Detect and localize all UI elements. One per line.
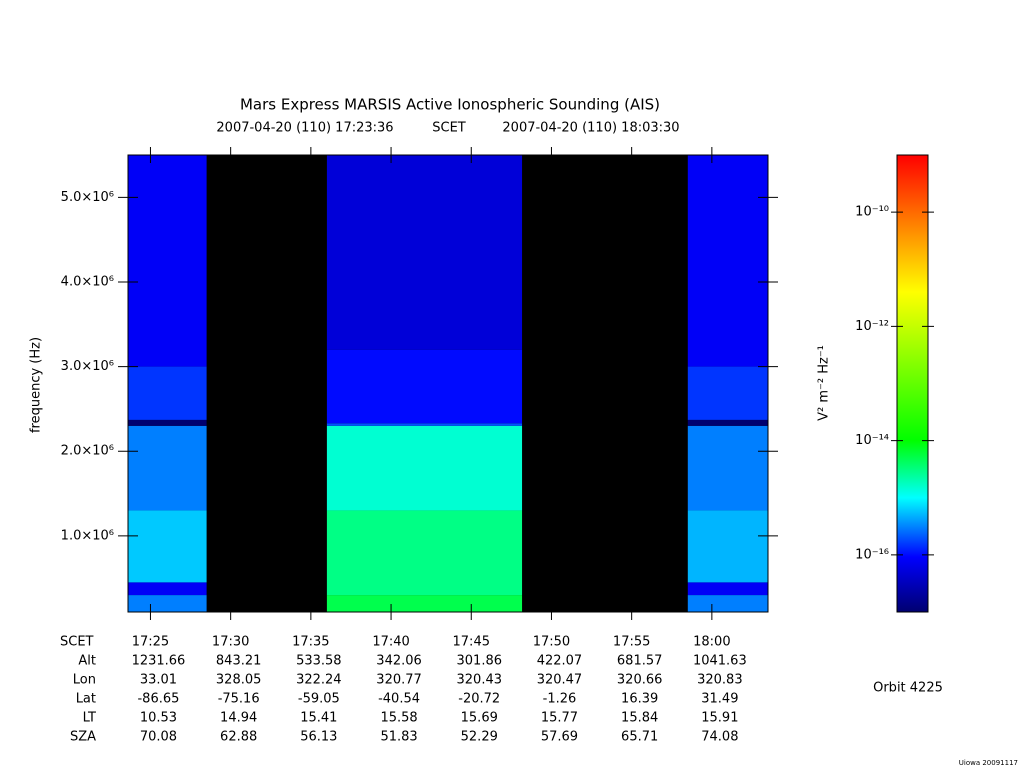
spectrogram-cell (687, 510, 768, 583)
ephemeris-value: 10.53 (140, 711, 177, 726)
ephemeris-label: SZA (70, 730, 96, 745)
ephemeris-value: 70.08 (140, 730, 177, 745)
ephemeris-value: 320.77 (376, 673, 422, 688)
ephemeris-value: -20.72 (458, 692, 500, 707)
ephemeris-value: 74.08 (701, 730, 738, 745)
credit: Uiowa 20091117 (959, 759, 1018, 767)
spectrogram-cell (128, 510, 207, 583)
x-tick-label: 17:50 (533, 635, 570, 650)
y-tick-label: 3.0×10⁶ (61, 359, 114, 374)
ephemeris-label: Alt (78, 654, 96, 669)
plot-frame (127, 154, 769, 613)
ephemeris-value: 15.91 (701, 711, 738, 726)
colorbar-tick-label: 10⁻¹⁴ (855, 433, 889, 448)
x-tick-label: 17:55 (613, 635, 650, 650)
spectrogram-cell (128, 425, 207, 511)
ephemeris-value: 15.41 (300, 711, 337, 726)
ephemeris-value: 1231.66 (132, 654, 186, 669)
ephemeris-value: 342.06 (376, 654, 422, 669)
orbit-label: Orbit 4225 (873, 681, 943, 696)
ephemeris-value: 33.01 (140, 673, 177, 688)
end-time: 2007-04-20 (110) 18:03:30 (502, 121, 679, 136)
x-tick-label: 18:00 (693, 635, 730, 650)
colorbar-tick-label: 10⁻¹² (855, 319, 889, 334)
colorbar-label: V² m⁻² Hz⁻¹ (817, 345, 832, 421)
ephemeris-value: 57.69 (541, 730, 578, 745)
ephemeris-value: 15.77 (541, 711, 578, 726)
ephemeris-value: 320.66 (617, 673, 663, 688)
ephemeris-value: 51.83 (380, 730, 417, 745)
ephemeris-value: 320.83 (697, 673, 743, 688)
ephemeris-value: 52.29 (461, 730, 498, 745)
start-time: 2007-04-20 (110) 17:23:36 (216, 121, 393, 136)
ephemeris-value: 422.07 (537, 654, 583, 669)
ephemeris-value: 301.86 (457, 654, 503, 669)
ephemeris-value: 322.24 (296, 673, 342, 688)
ephemeris-value: -59.05 (298, 692, 340, 707)
y-tick-label: 5.0×10⁶ (61, 190, 114, 205)
ephemeris-value: 56.13 (300, 730, 337, 745)
colorbar-tick-label: 10⁻¹⁶ (855, 547, 889, 562)
y-axis-label: frequency (Hz) (29, 337, 44, 433)
time-label: SCET (432, 121, 466, 136)
ephemeris-value: 533.58 (296, 654, 342, 669)
spectrogram-cell (326, 155, 523, 350)
ephemeris-value: 1041.63 (693, 654, 747, 669)
ephemeris-value: -86.65 (137, 692, 179, 707)
ephemeris-value: 15.58 (380, 711, 417, 726)
ephemeris-label: LT (83, 711, 96, 726)
ephemeris-value: 14.94 (220, 711, 257, 726)
colorbar-tick-label: 10⁻¹⁰ (855, 205, 889, 220)
ephemeris-value: 65.71 (621, 730, 658, 745)
ephemeris-value: 843.21 (216, 654, 262, 669)
ephemeris-value: 15.69 (461, 711, 498, 726)
spectrogram-cell (687, 419, 768, 426)
ephemeris-value: -1.26 (543, 692, 577, 707)
spectrogram-cell (128, 155, 207, 367)
ephemeris-label: Lon (73, 673, 96, 688)
colorbar (896, 154, 929, 613)
spectrogram-cell (326, 595, 523, 612)
spectrogram-cell (128, 419, 207, 426)
spectrogram-cell (326, 510, 523, 596)
spectrogram-cell (326, 349, 523, 424)
ephemeris-value: 328.05 (216, 673, 262, 688)
spectrogram-cell (687, 595, 768, 612)
ephemeris-value: 320.47 (537, 673, 583, 688)
spectrogram-cell (128, 366, 207, 420)
ephemeris-value: -40.54 (378, 692, 420, 707)
ephemeris-value: -75.16 (218, 692, 260, 707)
x-tick-label: 17:40 (372, 635, 409, 650)
y-tick-label: 1.0×10⁶ (61, 528, 114, 543)
x-tick-label: 17:25 (132, 635, 169, 650)
spectrogram-cell (326, 423, 523, 426)
x-tick-label: 17:45 (453, 635, 490, 650)
x-tick-label: 17:35 (292, 635, 329, 650)
y-tick-label: 2.0×10⁶ (61, 444, 114, 459)
ephemeris-label: Lat (76, 692, 96, 707)
x-axis-label: SCET (60, 635, 94, 650)
spectrogram-cell (687, 155, 768, 367)
ephemeris-value: 62.88 (220, 730, 257, 745)
chart-title: Mars Express MARSIS Active Ionospheric S… (240, 96, 660, 114)
spectrogram-cell (687, 425, 768, 511)
spectrogram-cell (687, 366, 768, 420)
y-tick-label: 4.0×10⁶ (61, 274, 114, 289)
spectrogram-cell (687, 582, 768, 596)
spectrogram-cell (128, 582, 207, 596)
ephemeris-value: 31.49 (701, 692, 738, 707)
spectrogram-cell (326, 425, 523, 511)
ephemeris-value: 681.57 (617, 654, 663, 669)
x-tick-label: 17:30 (212, 635, 249, 650)
ephemeris-value: 320.43 (457, 673, 503, 688)
ephemeris-value: 15.84 (621, 711, 658, 726)
ephemeris-value: 16.39 (621, 692, 658, 707)
spectrogram-cell (128, 595, 207, 612)
